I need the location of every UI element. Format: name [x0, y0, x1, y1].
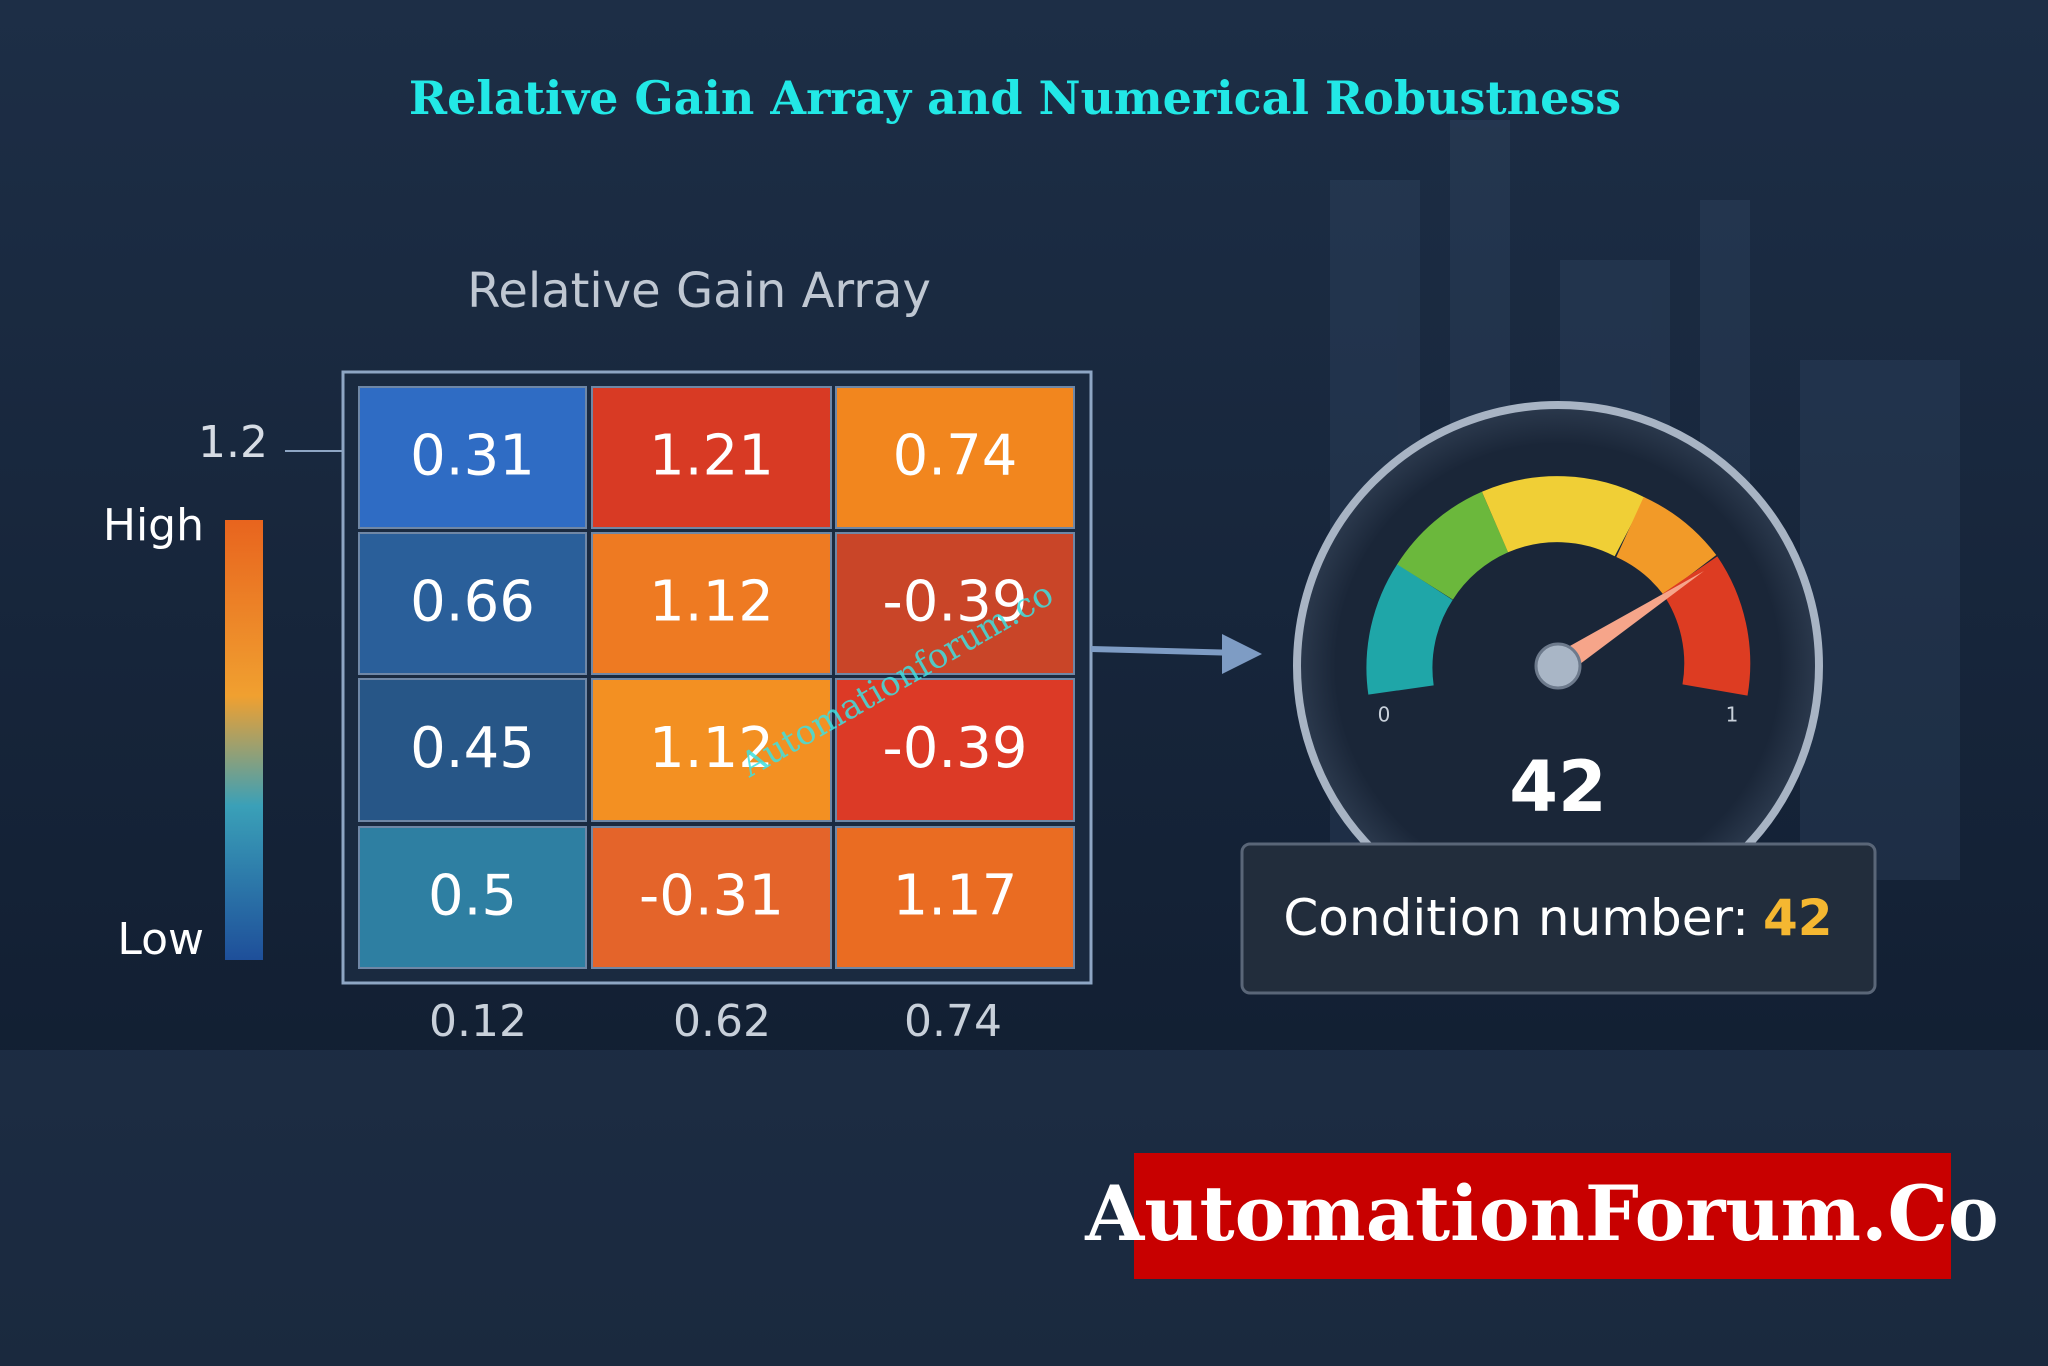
cell-value: 1.12	[649, 570, 774, 635]
heatmap-cell	[835, 386, 1075, 529]
scale-tick: 1.2	[198, 417, 268, 468]
heatmap-title: Relative Gain Array	[467, 263, 931, 319]
gauge-arc	[1366, 476, 1751, 696]
heatmap-cell	[358, 532, 587, 675]
condition-text: Condition number: 42	[1283, 889, 1832, 947]
brand: AutomationForum.Co	[1084, 1169, 1998, 1258]
cell-value: -0.31	[639, 864, 784, 929]
cell-value: 0.5	[428, 864, 517, 929]
cell-value: 1.12	[649, 716, 774, 781]
gauge-min: 0	[1378, 703, 1391, 727]
heatmap-cell	[591, 386, 832, 529]
arrow-line	[1090, 646, 1241, 656]
cell-value: 0.66	[410, 570, 535, 635]
condition-value: 42	[1763, 889, 1833, 947]
condition-box	[1240, 842, 1877, 995]
gauge-value: 42	[1509, 746, 1606, 828]
color-scale	[225, 520, 263, 960]
brand-box	[1134, 1153, 1951, 1279]
condition-label: Condition number:	[1283, 889, 1749, 947]
heatmap-cell	[591, 678, 832, 822]
column-label: 0.12	[429, 996, 527, 1047]
heatmap-cell	[835, 678, 1075, 822]
cell-value: 1.21	[649, 424, 774, 489]
cell-value: 0.31	[410, 424, 535, 489]
heatmap-cell	[358, 678, 587, 822]
heatmap-cell	[835, 532, 1075, 675]
heatmap-cell	[358, 386, 587, 529]
arrow-head	[1222, 634, 1262, 674]
cell-value: 0.45	[410, 716, 535, 781]
column-label: 0.62	[673, 996, 771, 1047]
cell-value: -0.39	[883, 570, 1028, 635]
column-label: 0.74	[904, 996, 1002, 1047]
gauge-hub	[1534, 642, 1582, 690]
cell-value: -0.39	[883, 716, 1028, 781]
title: Relative Gain Array and Numerical Robust…	[409, 71, 1621, 125]
gauge-max: 1	[1726, 703, 1739, 727]
heatmap-cell	[591, 826, 832, 969]
cell-value: 1.17	[893, 864, 1018, 929]
scale-high: High	[103, 500, 204, 551]
gauge-needle	[1552, 571, 1704, 676]
heatmap-cell	[835, 826, 1075, 969]
cell-value: 0.74	[893, 424, 1018, 489]
heatmap-cell	[591, 532, 832, 675]
heatmap-cell	[358, 826, 587, 969]
scale-low: Low	[117, 914, 204, 965]
